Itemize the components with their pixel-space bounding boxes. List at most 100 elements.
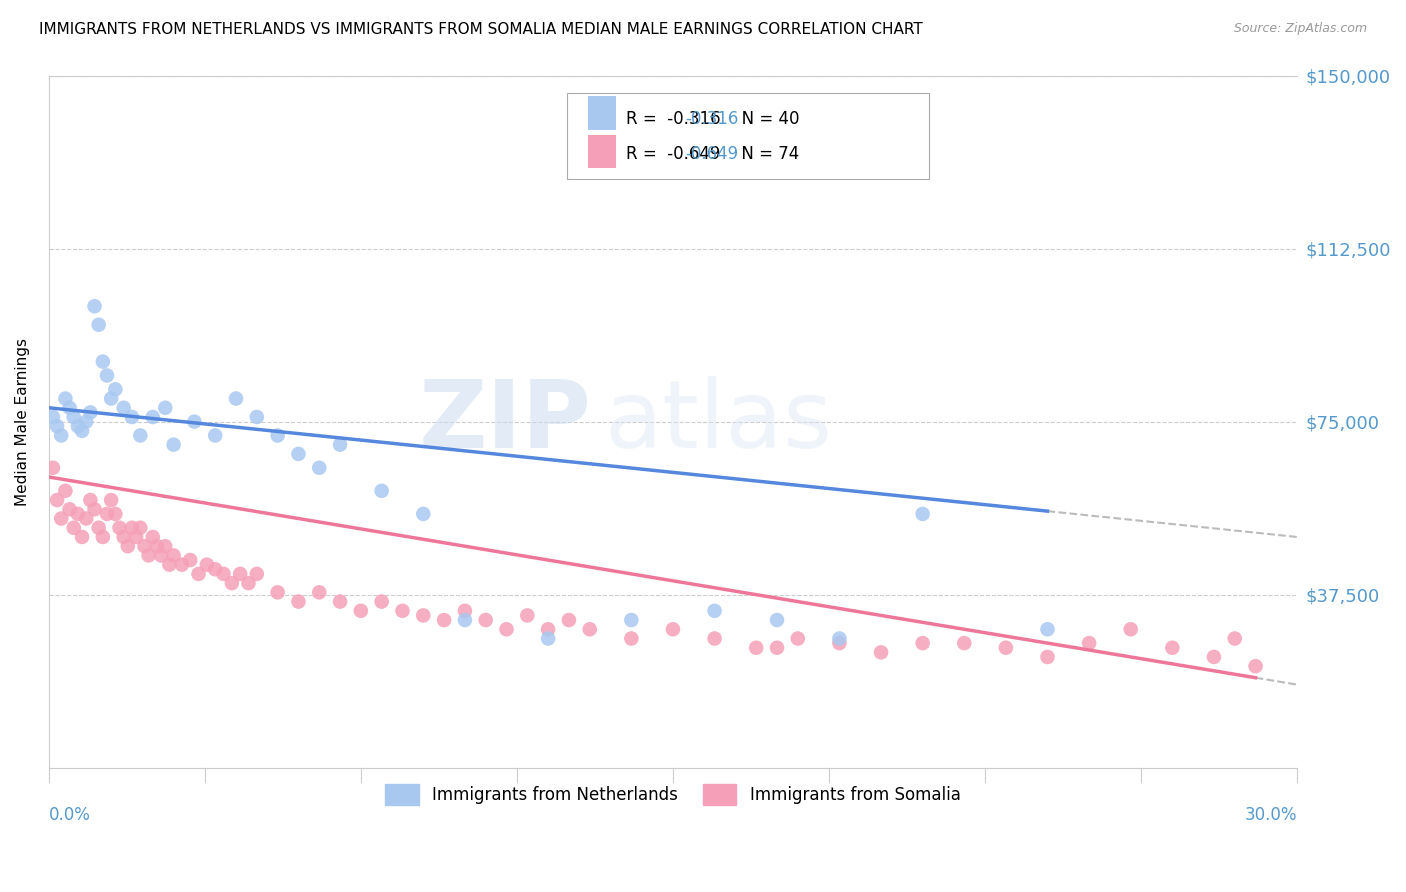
Point: [246, 566, 269, 581]
Point: [412, 608, 434, 623]
Point: [246, 409, 269, 424]
Point: [66, 419, 89, 434]
Point: [558, 613, 581, 627]
Point: [266, 428, 288, 442]
Point: [195, 558, 218, 572]
Point: [66, 507, 89, 521]
Point: [100, 493, 122, 508]
Point: [55, 483, 77, 498]
Point: [91, 530, 114, 544]
Point: [125, 530, 148, 544]
Point: [179, 553, 201, 567]
FancyBboxPatch shape: [588, 135, 616, 168]
Point: [1036, 649, 1059, 664]
Point: [238, 576, 260, 591]
Legend: Immigrants from Netherlands, Immigrants from Somalia: Immigrants from Netherlands, Immigrants …: [378, 778, 967, 812]
Point: [46, 419, 69, 434]
Point: [329, 438, 352, 452]
Point: [953, 636, 976, 650]
Text: Source: ZipAtlas.com: Source: ZipAtlas.com: [1233, 22, 1367, 36]
Point: [87, 521, 110, 535]
Point: [537, 632, 560, 646]
Point: [159, 558, 181, 572]
Point: [87, 318, 110, 332]
Point: [142, 530, 165, 544]
Point: [42, 460, 65, 475]
Point: [75, 415, 97, 429]
Point: [370, 594, 392, 608]
Point: [1202, 649, 1225, 664]
Point: [121, 409, 143, 424]
Point: [112, 530, 135, 544]
Point: [70, 530, 93, 544]
Point: [155, 539, 177, 553]
Point: [79, 405, 101, 419]
Point: [42, 409, 65, 424]
Point: [1244, 659, 1267, 673]
Point: [391, 604, 413, 618]
Point: [620, 613, 643, 627]
Point: [766, 613, 789, 627]
Point: [1078, 636, 1101, 650]
Point: [204, 562, 226, 576]
Text: R =  -0.649    N = 74: R = -0.649 N = 74: [626, 145, 799, 162]
Point: [204, 428, 226, 442]
Point: [170, 558, 193, 572]
Point: [1223, 632, 1246, 646]
Point: [308, 585, 330, 599]
Point: [786, 632, 808, 646]
Text: IMMIGRANTS FROM NETHERLANDS VS IMMIGRANTS FROM SOMALIA MEDIAN MALE EARNINGS CORR: IMMIGRANTS FROM NETHERLANDS VS IMMIGRANT…: [39, 22, 924, 37]
Point: [162, 549, 184, 563]
Point: [745, 640, 768, 655]
Point: [308, 460, 330, 475]
Point: [121, 521, 143, 535]
Point: [187, 566, 209, 581]
Point: [55, 392, 77, 406]
Y-axis label: Median Male Earnings: Median Male Earnings: [15, 337, 30, 506]
Point: [766, 640, 789, 655]
Point: [162, 438, 184, 452]
Point: [62, 521, 84, 535]
Text: atlas: atlas: [605, 376, 832, 467]
Text: 0.0%: 0.0%: [49, 805, 90, 824]
Point: [329, 594, 352, 608]
Point: [129, 521, 152, 535]
Point: [287, 594, 309, 608]
FancyBboxPatch shape: [567, 93, 929, 179]
Text: R =  -0.316    N = 40: R = -0.316 N = 40: [626, 110, 799, 128]
Point: [1161, 640, 1184, 655]
Point: [100, 392, 122, 406]
Point: [537, 622, 560, 636]
Text: -0.316: -0.316: [686, 110, 738, 128]
Point: [108, 521, 131, 535]
Point: [495, 622, 517, 636]
Point: [51, 428, 73, 442]
Point: [225, 392, 247, 406]
Point: [96, 507, 118, 521]
Point: [51, 511, 73, 525]
Text: ZIP: ZIP: [419, 376, 592, 467]
Point: [433, 613, 456, 627]
Point: [104, 507, 127, 521]
Point: [1119, 622, 1142, 636]
Point: [870, 645, 893, 659]
Point: [58, 502, 80, 516]
Point: [96, 368, 118, 383]
Point: [146, 539, 169, 553]
Point: [578, 622, 600, 636]
Point: [266, 585, 288, 599]
Point: [454, 604, 477, 618]
Point: [142, 409, 165, 424]
Point: [150, 549, 173, 563]
Point: [370, 483, 392, 498]
Point: [79, 493, 101, 508]
Point: [911, 507, 934, 521]
Point: [46, 493, 69, 508]
Point: [516, 608, 538, 623]
Point: [83, 299, 105, 313]
Point: [129, 428, 152, 442]
Point: [474, 613, 496, 627]
Point: [662, 622, 685, 636]
Text: -0.649: -0.649: [686, 145, 738, 162]
Point: [703, 604, 725, 618]
